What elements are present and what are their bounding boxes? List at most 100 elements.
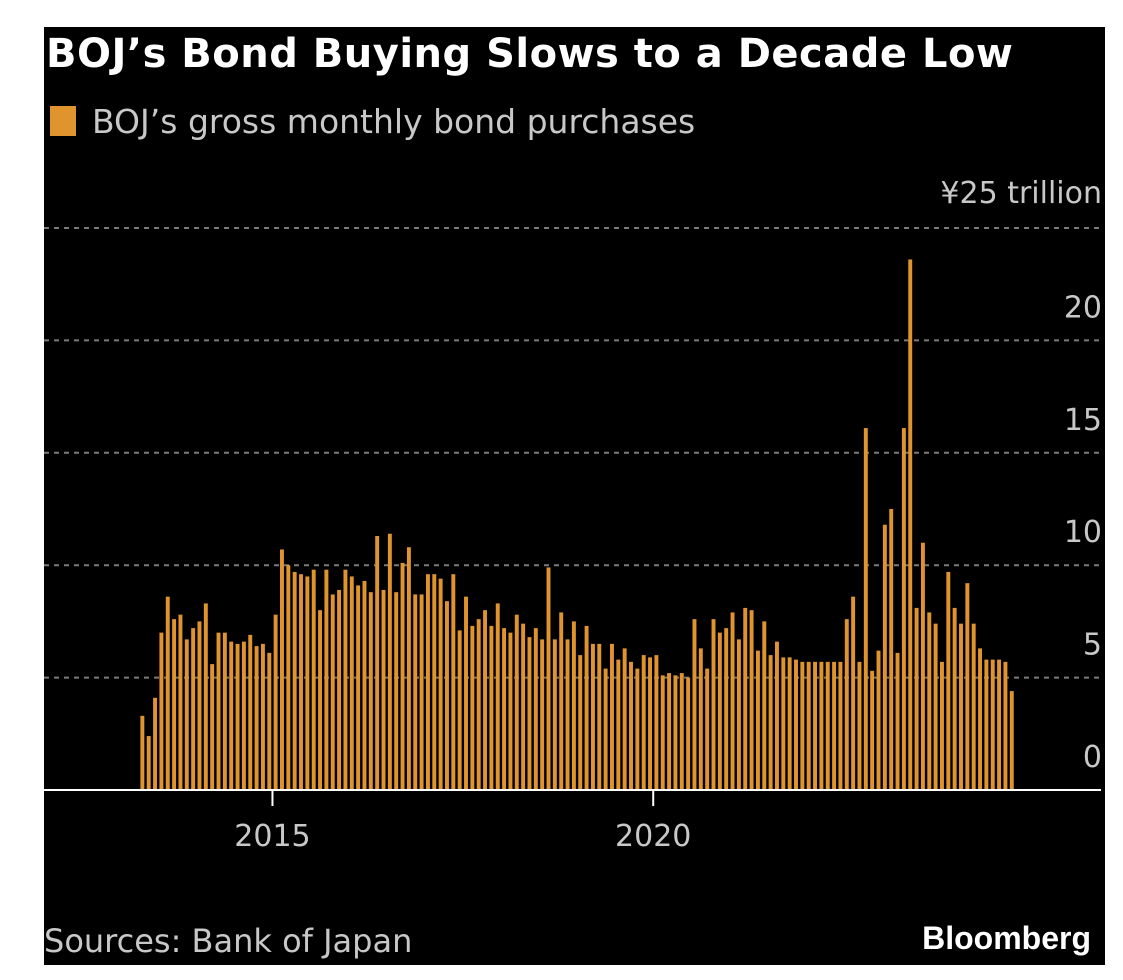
bar-2022-07: [844, 619, 849, 790]
bar-2017-06: [457, 630, 462, 790]
bar-2019-04: [597, 643, 602, 790]
bar-2013-07: [159, 632, 164, 790]
bar-2018-09: [552, 639, 557, 790]
y-tick-label-25: ¥25 trillion: [940, 176, 1102, 211]
bar-2023-04: [901, 428, 906, 790]
bar-2014-12: [267, 652, 272, 790]
bar-2017-09: [476, 619, 481, 790]
bar-2018-12: [571, 621, 576, 790]
bar-2023-02: [889, 509, 894, 790]
bar-2022-10: [863, 428, 868, 790]
bar-2023-08: [927, 612, 932, 790]
bar-2013-10: [178, 614, 183, 790]
bar-2022-03: [819, 661, 824, 790]
bar-2022-02: [813, 661, 818, 790]
bar-2016-12: [419, 594, 424, 790]
bar-2014-03: [210, 664, 215, 790]
bar-2019-11: [641, 655, 646, 790]
bar-2023-11: [946, 571, 951, 790]
bar-2015-02: [280, 549, 284, 790]
bar-2017-12: [495, 603, 500, 790]
y-tick-label-10: 10: [1064, 515, 1102, 550]
bar-2015-04: [292, 571, 297, 790]
bar-2022-12: [876, 650, 881, 790]
bar-2017-04: [445, 601, 449, 790]
bar-2014-11: [260, 643, 265, 790]
bar-2015-11: [337, 589, 342, 790]
bar-2017-07: [464, 596, 468, 790]
x-tick-label-2015: 2015: [234, 819, 310, 854]
bar-2016-05: [375, 535, 380, 790]
bar-2022-05: [832, 661, 837, 790]
bar-2015-03: [286, 565, 291, 790]
bar-2015-10: [330, 594, 335, 790]
bar-2019-07: [616, 659, 621, 790]
bar-2017-03: [438, 578, 443, 790]
bar-2018-04: [521, 623, 526, 790]
legend-swatch: [50, 106, 76, 136]
bar-2014-05: [222, 632, 227, 790]
bar-2021-11: [794, 659, 798, 790]
bar-2016-08: [394, 592, 399, 790]
bar-2018-06: [533, 628, 538, 790]
y-tick-label-15: 15: [1064, 403, 1102, 438]
bar-2013-05: [146, 736, 151, 790]
bar-2021-03: [743, 607, 748, 790]
bar-2015-05: [299, 574, 303, 790]
bar-2015-06: [305, 576, 310, 790]
bar-2023-09: [933, 623, 938, 790]
bar-2017-05: [451, 574, 456, 790]
bar-2019-09: [629, 661, 633, 790]
bar-2014-04: [216, 632, 221, 790]
bar-2024-07: [997, 659, 1002, 790]
bar-2024-02: [965, 583, 970, 790]
bar-2017-10: [483, 610, 488, 790]
bar-2022-04: [825, 661, 830, 790]
bar-2023-12: [952, 607, 957, 790]
bar-2022-09: [857, 661, 862, 790]
bar-2015-01: [273, 614, 278, 790]
bar-2021-10: [787, 657, 792, 790]
bar-2020-02: [660, 675, 665, 790]
bar-2021-09: [781, 657, 786, 790]
chart-title: BOJ’s Bond Buying Slows to a Decade Low: [46, 31, 1014, 77]
bar-2015-09: [324, 569, 329, 790]
bar-2019-02: [584, 625, 589, 790]
bar-2015-08: [318, 610, 323, 790]
bar-2022-01: [806, 661, 811, 790]
bar-2018-01: [502, 628, 507, 790]
bar-2019-12: [648, 657, 653, 790]
bar-2021-06: [762, 621, 767, 790]
bar-2020-04: [673, 675, 678, 790]
bar-2014-10: [254, 646, 259, 790]
bar-2018-07: [540, 639, 545, 790]
bar-2017-08: [470, 625, 475, 790]
y-tick-label-20: 20: [1064, 290, 1102, 325]
bar-2018-03: [514, 614, 519, 790]
bar-2021-01: [730, 612, 735, 790]
bar-2013-08: [165, 596, 170, 790]
bar-2020-01: [654, 655, 659, 790]
bar-2023-06: [914, 607, 919, 790]
bar-2017-11: [489, 625, 494, 790]
bar-2016-07: [387, 533, 392, 790]
bar-2019-10: [635, 668, 640, 790]
bar-2023-01: [882, 524, 887, 790]
bar-2016-02: [356, 585, 361, 790]
bar-2020-10: [711, 619, 716, 790]
bar-2020-08: [698, 648, 703, 790]
bar-2023-07: [920, 542, 925, 790]
bar-2013-09: [172, 619, 177, 790]
bar-2019-01: [578, 655, 583, 790]
bar-2014-06: [229, 641, 234, 790]
bar-2023-03: [895, 652, 900, 790]
legend-label: BOJ’s gross monthly bond purchases: [92, 101, 696, 141]
bar-2013-12: [191, 628, 196, 790]
bar-2020-09: [705, 668, 710, 790]
bar-2021-07: [768, 655, 773, 790]
bar-2016-06: [381, 589, 386, 790]
y-tick-label-0: 0: [1083, 740, 1102, 775]
bar-2014-01: [197, 621, 202, 790]
bar-2016-09: [400, 562, 405, 790]
